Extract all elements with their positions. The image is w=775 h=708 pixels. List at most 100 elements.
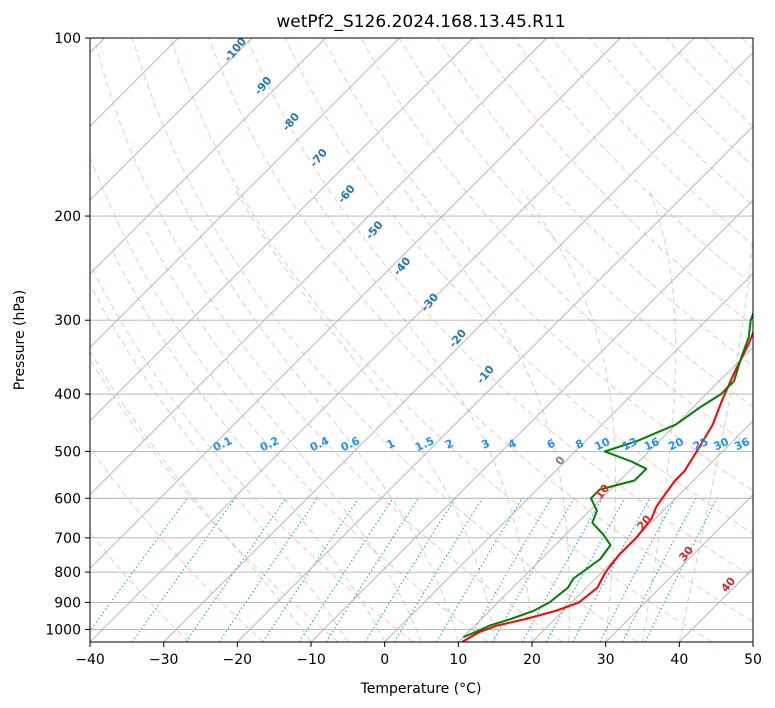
moist-adiabat-line: [174, 188, 459, 642]
dry-adiabat-label: 30: [676, 543, 696, 563]
dry-adiabat-label: -40: [391, 254, 414, 278]
dry-adiabat-line: [208, 38, 753, 623]
y-tick-label: 700: [54, 531, 81, 547]
isotherm-line: [752, 641, 753, 642]
x-tick-label: −30: [149, 652, 179, 668]
x-tick-label: 40: [670, 652, 688, 668]
mixing-ratio-label: 1: [385, 437, 397, 452]
mixing-ratio-label: 30: [712, 435, 732, 453]
mixing-ratio-label: 3: [479, 437, 491, 452]
moist-adiabat-line: [112, 251, 386, 642]
y-tick-label: 600: [54, 491, 81, 507]
moist-adiabat-line: [90, 283, 349, 642]
isotherm-line: [237, 125, 753, 642]
isotherm-line: [458, 346, 753, 642]
x-tick-label: 0: [380, 652, 389, 668]
dry-adiabat-line: [551, 38, 753, 246]
moist-adiabat-line: [90, 350, 312, 642]
dry-adiabat-label: -20: [446, 326, 469, 350]
y-tick-label: 300: [54, 313, 81, 329]
dry-adiabat-label: 40: [718, 574, 738, 594]
mixing-ratio-label: 13: [620, 435, 639, 453]
line-labels: -100-90-80-70-60-50-40-30-20-10010203040…: [211, 35, 752, 595]
dry-adiabat-line: [703, 38, 753, 89]
dry-adiabat-line: [90, 358, 339, 642]
dry-adiabat-line: [90, 155, 488, 642]
dry-adiabat-line: [131, 38, 638, 642]
isotherm-line: [163, 52, 753, 642]
y-tick-label: 200: [54, 209, 81, 225]
isotherm-line: [90, 38, 474, 422]
mixing-ratio-label: 20: [666, 435, 686, 453]
axis-ticks: −40 −30 −20 −10 0 10 20 30 40 5010020030040050060…: [45, 31, 762, 668]
y-axis-label: Pressure (hPa): [12, 290, 28, 390]
mixing-ratio-label: 6: [545, 437, 558, 452]
dewpoint-profile-line: [462, 311, 753, 639]
x-tick-label: −20: [223, 652, 253, 668]
dry-adiabat-label: 0: [553, 453, 568, 467]
y-tick-label: 1000: [45, 622, 81, 638]
dry-adiabat-line: [90, 446, 264, 642]
mixing-ratio-label: 10: [593, 435, 613, 453]
temperature-profile-line: [461, 330, 753, 642]
dry-adiabat-label: -100: [221, 35, 249, 65]
mixing-ratio-line: [545, 498, 626, 642]
moist-adiabat-line: [642, 188, 677, 642]
moist-adiabat-line: [144, 228, 422, 642]
y-tick-label: 800: [54, 565, 81, 581]
isotherm-line: [605, 494, 753, 642]
mixing-ratio-label: 8: [573, 437, 585, 452]
dry-adiabat-line: [475, 38, 753, 326]
mixing-ratio-line: [572, 498, 651, 642]
y-tick-label: 100: [54, 31, 81, 47]
mixing-ratio-line: [599, 498, 676, 642]
isotherm-line: [384, 273, 753, 642]
dry-adiabat-line: [322, 38, 753, 492]
y-tick-label: 400: [54, 387, 81, 403]
dry-adiabat-line: [90, 531, 190, 642]
x-tick-label: −10: [296, 652, 326, 668]
dry-adiabat-line: [90, 262, 414, 642]
mixing-ratio-line: [90, 498, 188, 632]
x-tick-label: 10: [449, 652, 467, 668]
isotherm-line: [90, 38, 400, 348]
dry-adiabat-label: 20: [634, 512, 654, 532]
dry-adiabat-label: -10: [474, 363, 497, 387]
dry-adiabat-label: -70: [307, 146, 330, 170]
y-tick-label: 900: [54, 595, 81, 611]
isotherm-line: [90, 38, 695, 642]
mixing-ratio-label: 4: [506, 437, 519, 452]
dry-adiabat-line: [284, 38, 753, 535]
x-tick-label: 20: [523, 652, 541, 668]
dry-adiabat-line: [246, 38, 753, 578]
background-lines: [90, 38, 753, 642]
dry-adiabat-label: -60: [335, 182, 358, 206]
dry-adiabat-label: 10: [592, 481, 612, 501]
moist-adiabat-line: [403, 188, 570, 642]
mixing-ratio-line: [621, 498, 697, 642]
mixing-ratio-line: [325, 498, 419, 642]
moist-adiabat-line: [520, 188, 616, 642]
mixing-ratio-line: [131, 498, 236, 642]
dry-adiabat-line: [170, 38, 712, 642]
mixing-ratio-line: [364, 498, 456, 642]
mixing-ratio-label: 36: [732, 435, 752, 453]
mixing-ratio-label: 2: [443, 437, 455, 452]
isotherm-line: [90, 38, 547, 496]
y-tick-label: 500: [54, 444, 81, 460]
dry-adiabat-line: [513, 38, 753, 286]
dry-adiabat-label: -90: [252, 74, 275, 98]
isotherm-line: [90, 38, 253, 201]
dry-adiabat-label: -50: [363, 218, 386, 242]
x-tick-label: −40: [75, 652, 105, 668]
mixing-ratio-line: [218, 498, 318, 642]
x-tick-label: 50: [744, 652, 762, 668]
isotherm-line: [90, 38, 326, 275]
mixing-ratio-line: [262, 498, 360, 642]
x-tick-label: 30: [597, 652, 615, 668]
moist-adiabat-line: [234, 188, 496, 642]
chart-title: wetPf2_S126.2024.168.13.45.R11: [276, 12, 565, 32]
profile-lines: [461, 311, 753, 642]
x-axis-label: Temperature (°C): [360, 681, 482, 697]
mixing-ratio-line: [644, 498, 718, 642]
